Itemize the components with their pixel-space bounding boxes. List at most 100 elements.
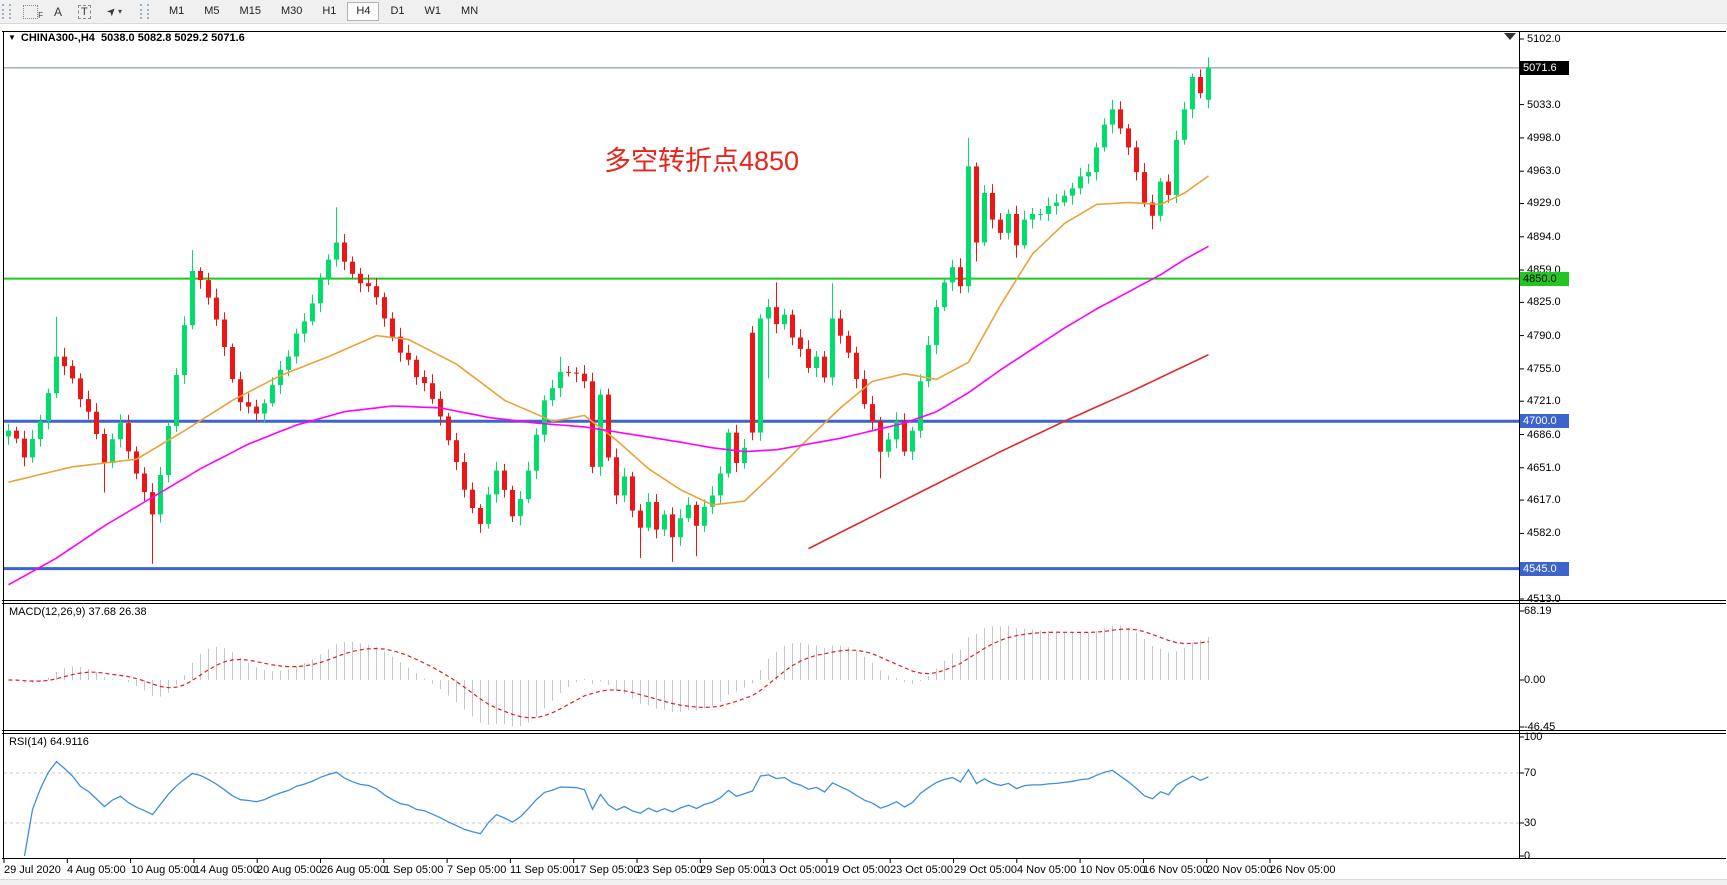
candle-down bbox=[142, 473, 147, 493]
candle-up bbox=[1174, 139, 1179, 195]
candle-up bbox=[286, 356, 291, 370]
candle-down bbox=[574, 372, 579, 374]
templates-button[interactable]: F bbox=[16, 2, 45, 21]
candle-down bbox=[998, 219, 1003, 233]
candle-up bbox=[38, 421, 43, 439]
timeframe-button-h4[interactable]: H4 bbox=[347, 2, 380, 21]
candle-down bbox=[366, 283, 371, 287]
candle-down bbox=[862, 379, 867, 405]
candle-up bbox=[894, 421, 899, 440]
candle-down bbox=[206, 280, 211, 298]
candle-down bbox=[342, 242, 347, 262]
candle-up bbox=[966, 166, 971, 287]
text-box-icon: T bbox=[78, 4, 91, 19]
toolbar-grip[interactable] bbox=[2, 4, 11, 19]
candle-up bbox=[1062, 195, 1067, 203]
timeframe-button-m1[interactable]: M1 bbox=[160, 2, 193, 21]
candle-up bbox=[278, 369, 283, 386]
candle-up bbox=[918, 381, 923, 431]
candle-down bbox=[750, 332, 755, 433]
candle-down bbox=[246, 402, 251, 407]
chevron-down-icon: ▾ bbox=[117, 7, 122, 16]
candle-down bbox=[406, 352, 411, 360]
candle-up bbox=[710, 495, 715, 507]
candle-up bbox=[310, 303, 315, 322]
candle-up bbox=[950, 267, 955, 283]
candle-down bbox=[14, 430, 19, 439]
candle-down bbox=[510, 489, 515, 517]
fast-ma-line bbox=[8, 175, 1209, 506]
candle-down bbox=[854, 352, 859, 380]
text-box-button[interactable]: T bbox=[71, 2, 98, 21]
candle-down bbox=[1142, 172, 1147, 203]
candle-up bbox=[550, 388, 555, 401]
candle-down bbox=[222, 319, 227, 347]
candle-up bbox=[518, 499, 523, 517]
candle-down bbox=[254, 406, 259, 414]
candle-down bbox=[670, 514, 675, 538]
templates-icon-letter: F bbox=[38, 11, 43, 20]
candle-down bbox=[454, 440, 459, 463]
candle-up bbox=[1158, 181, 1163, 216]
candle-up bbox=[910, 430, 915, 452]
timeframe-button-m15[interactable]: M15 bbox=[231, 2, 270, 21]
candle-down bbox=[102, 434, 107, 464]
candle-up bbox=[758, 318, 763, 433]
timeframe-button-w1[interactable]: W1 bbox=[416, 2, 451, 21]
candle-up bbox=[1206, 67, 1211, 100]
candle-down bbox=[350, 261, 355, 274]
candles-layer bbox=[6, 57, 1211, 564]
candle-up bbox=[622, 476, 627, 496]
arrows-tool-button[interactable]: ➤ ▾ bbox=[100, 2, 129, 21]
candle-up bbox=[1078, 176, 1083, 189]
candle-down bbox=[614, 457, 619, 496]
candle-down bbox=[838, 318, 843, 336]
candle-down bbox=[70, 366, 75, 379]
candle-down bbox=[790, 314, 795, 338]
candle-up bbox=[718, 473, 723, 496]
candle-down bbox=[582, 373, 587, 382]
candle-down bbox=[462, 462, 467, 490]
candle-down bbox=[238, 379, 243, 403]
candle-up bbox=[1182, 109, 1187, 140]
rsi-line bbox=[23, 760, 1209, 857]
candle-down bbox=[806, 348, 811, 368]
candle-down bbox=[958, 267, 963, 287]
candle-up bbox=[926, 345, 931, 382]
candle-up bbox=[1070, 188, 1075, 196]
timeframe-button-mn[interactable]: MN bbox=[452, 2, 487, 21]
text-annotation-button[interactable]: A bbox=[47, 2, 69, 21]
candle-up bbox=[558, 371, 563, 389]
timeframe-button-h1[interactable]: H1 bbox=[313, 2, 345, 21]
candle-up bbox=[1006, 213, 1011, 233]
mid-ma-line bbox=[8, 245, 1209, 586]
timeframe-button-m5[interactable]: M5 bbox=[195, 2, 228, 21]
candle-down bbox=[22, 438, 27, 458]
candle-down bbox=[214, 297, 219, 320]
timeframe-button-m30[interactable]: M30 bbox=[272, 2, 311, 21]
candle-down bbox=[78, 378, 83, 400]
toolbar-grip-2[interactable] bbox=[139, 4, 149, 19]
timeframe-button-d1[interactable]: D1 bbox=[381, 2, 413, 21]
candle-down bbox=[630, 476, 635, 511]
candle-down bbox=[398, 336, 403, 353]
candle-down bbox=[694, 504, 699, 526]
candle-up bbox=[118, 423, 123, 440]
candle-down bbox=[774, 307, 779, 325]
candle-up bbox=[934, 307, 939, 346]
candle-up bbox=[318, 279, 323, 304]
candle-up bbox=[6, 430, 11, 437]
candle-up bbox=[1086, 172, 1091, 177]
candle-up bbox=[830, 318, 835, 378]
candle-up bbox=[1190, 77, 1195, 110]
candle-down bbox=[798, 337, 803, 349]
candle-up bbox=[1038, 213, 1043, 215]
candle-up bbox=[526, 470, 531, 499]
candle-up bbox=[1110, 109, 1115, 125]
candle-down bbox=[358, 273, 363, 284]
candle-up bbox=[262, 403, 267, 414]
candle-down bbox=[470, 489, 475, 508]
candle-up bbox=[166, 426, 171, 475]
candle-up bbox=[110, 439, 115, 464]
